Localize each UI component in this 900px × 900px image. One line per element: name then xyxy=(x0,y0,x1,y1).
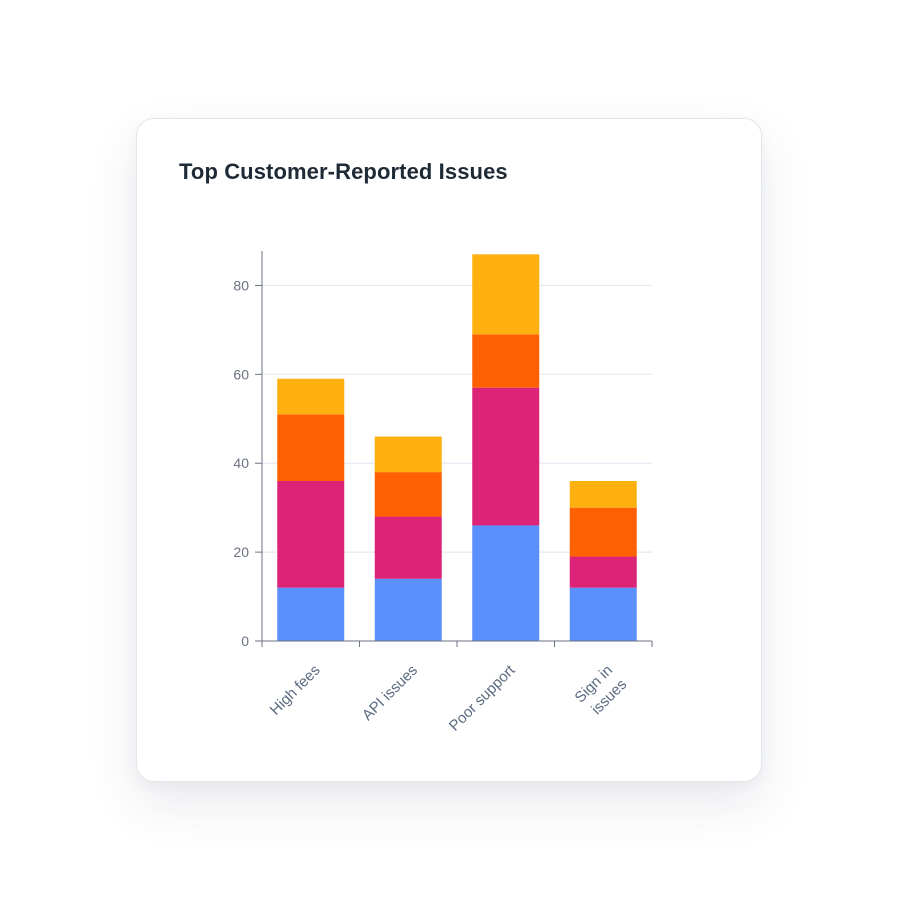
bar-segment xyxy=(569,556,637,588)
bar-segment xyxy=(374,578,442,641)
bar-segment xyxy=(569,481,637,508)
x-category-label: API issues xyxy=(359,662,421,724)
x-category-label: Poor support xyxy=(446,661,519,734)
y-tick-label: 80 xyxy=(233,277,249,293)
bar-segment xyxy=(277,378,345,415)
bar-segment xyxy=(277,587,345,641)
y-tick-label: 0 xyxy=(241,633,249,649)
bar-segment xyxy=(569,507,637,557)
bar-segment xyxy=(277,481,345,588)
x-category-label-line: API issues xyxy=(359,662,421,724)
bar-segment xyxy=(374,516,442,579)
bar-segment xyxy=(472,254,540,335)
y-tick-label: 60 xyxy=(233,366,249,382)
x-category-label: High fees xyxy=(267,662,324,719)
axes xyxy=(255,251,653,647)
y-tick-label: 20 xyxy=(233,544,249,560)
bar-segment xyxy=(472,387,540,526)
y-tick-label: 40 xyxy=(233,455,249,471)
bar-segment xyxy=(569,587,637,641)
stacked-bar-chart: 0 20 40 60 80 High fees API issues Poor support… xyxy=(233,251,653,735)
bars xyxy=(277,254,637,641)
bar-segment xyxy=(374,472,442,517)
bar-segment xyxy=(277,414,345,481)
x-category-label-line: Poor support xyxy=(446,661,519,734)
bar-segment xyxy=(472,525,540,641)
bar-segment xyxy=(374,436,442,473)
chart-card: Top Customer-Reported Issues 0 20 40 60 80 Hi… xyxy=(136,118,762,782)
bar-segment xyxy=(472,334,540,388)
chart-title: Top Customer-Reported Issues xyxy=(179,159,508,184)
x-category-label: Sign inissues xyxy=(572,662,631,721)
x-category-label-line: High fees xyxy=(267,662,324,719)
